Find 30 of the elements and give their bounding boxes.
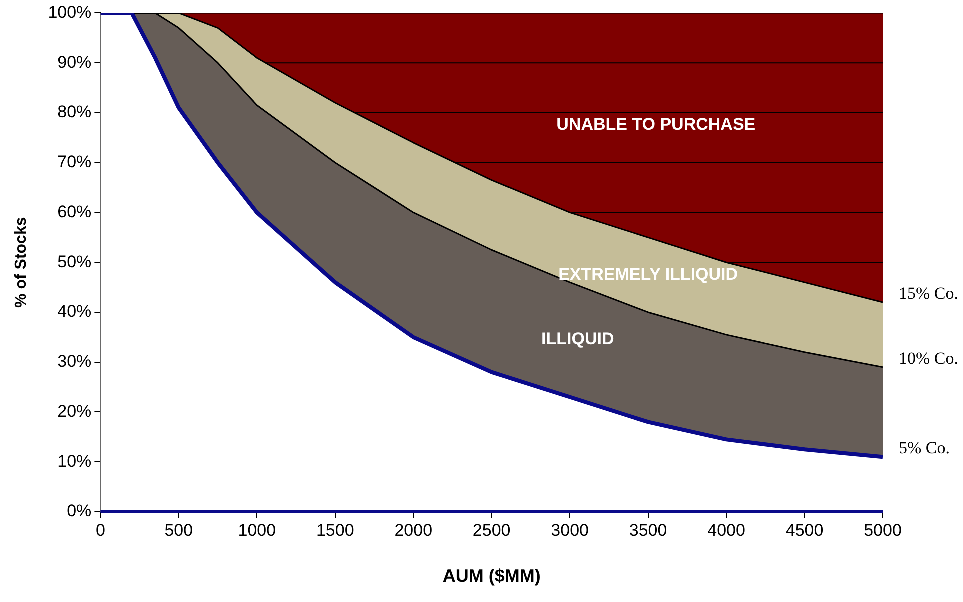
series-label: 10% Co. xyxy=(899,348,958,368)
annotation: EXTREMELY ILLIQUID xyxy=(558,264,738,284)
y-tick-label: 60% xyxy=(58,202,92,222)
x-tick-label: 2500 xyxy=(472,520,511,540)
x-tick-label: 2000 xyxy=(394,520,433,540)
x-tick-label: 1500 xyxy=(316,520,354,540)
y-tick-label: 90% xyxy=(58,52,92,72)
x-tick-label: 1000 xyxy=(238,520,276,540)
y-tick-label: 0% xyxy=(67,502,92,521)
x-tick-label: 5000 xyxy=(864,520,902,540)
x-tick-label: 4500 xyxy=(786,520,824,540)
y-tick-label: 50% xyxy=(58,252,92,272)
series-label: 5% Co. xyxy=(899,438,950,458)
x-tick-label: 4000 xyxy=(708,520,746,540)
y-tick-label: 70% xyxy=(58,152,92,172)
x-tick-label: 3000 xyxy=(551,520,589,540)
annotation: UNABLE TO PURCHASE xyxy=(556,115,756,134)
series-label: 15% Co. xyxy=(899,284,958,303)
y-tick-label: 30% xyxy=(58,352,92,372)
y-tick-label: 10% xyxy=(58,452,92,471)
x-axis-title: AUM ($MM) xyxy=(442,566,541,586)
y-tick-label: 40% xyxy=(58,302,92,322)
y-tick-label: 100% xyxy=(48,2,92,22)
y-axis-title: % of Stocks xyxy=(13,217,30,308)
x-tick-label: 500 xyxy=(164,520,194,540)
y-tick-label: 20% xyxy=(58,402,92,421)
x-tick-label: 3500 xyxy=(629,520,668,540)
y-tick-label: 80% xyxy=(58,102,92,122)
annotation: ILLIQUID xyxy=(542,330,614,349)
x-tick-label: 0 xyxy=(96,520,106,540)
